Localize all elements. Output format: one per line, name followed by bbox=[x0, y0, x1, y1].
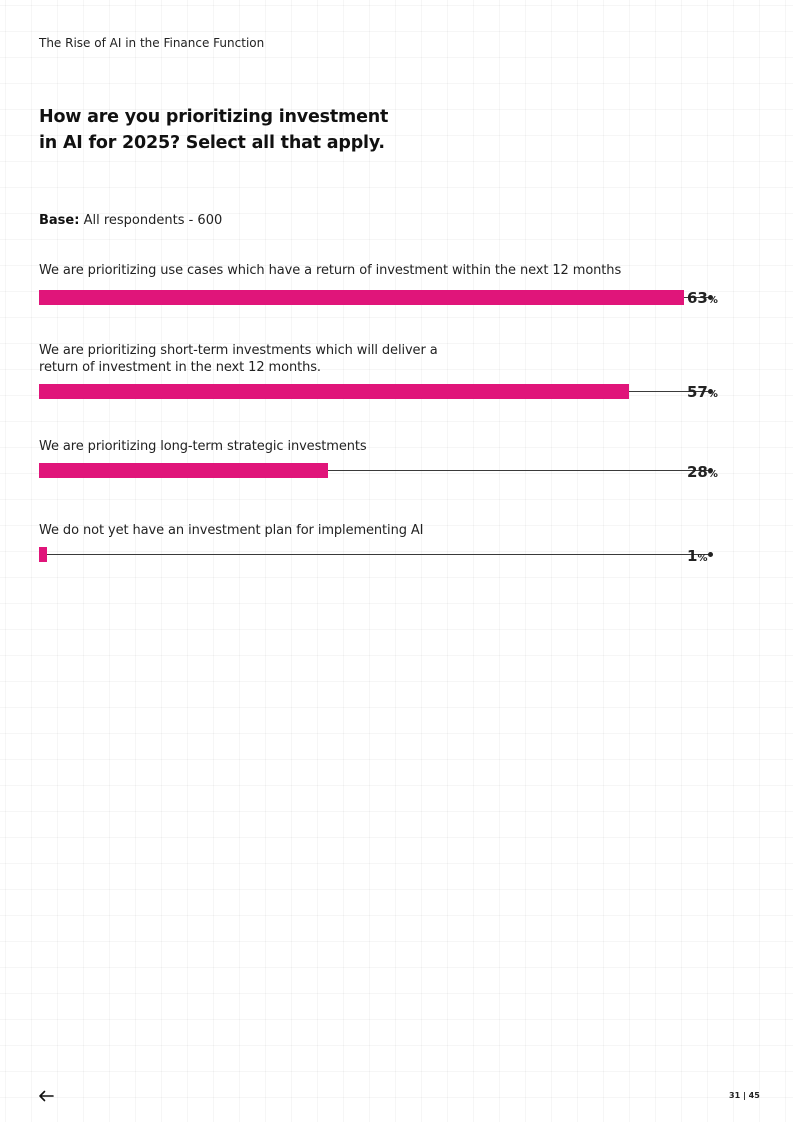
chart-item: We are prioritizing short-term investmen… bbox=[39, 342, 779, 376]
chart-item: We are prioritizing use cases which have… bbox=[39, 262, 779, 279]
question-title: How are you prioritizing investment in A… bbox=[39, 107, 389, 153]
chart-item: We are prioritizing long-term strategic … bbox=[39, 438, 779, 455]
item-label: We do not yet have an investment plan fo… bbox=[39, 523, 424, 538]
track-line bbox=[39, 470, 711, 471]
bar bbox=[39, 290, 684, 305]
bar-track bbox=[39, 290, 713, 305]
chart-item: We do not yet have an investment plan fo… bbox=[39, 522, 779, 539]
value-label: 63% bbox=[687, 289, 718, 307]
page-separator: | bbox=[742, 1091, 746, 1100]
page-number: 31 | 45 bbox=[729, 1091, 760, 1100]
value-label: 1% bbox=[687, 547, 707, 565]
track-end-dot bbox=[708, 468, 713, 473]
bar bbox=[39, 384, 629, 399]
track-end-dot bbox=[708, 552, 713, 557]
bar-track bbox=[39, 384, 713, 399]
item-label: We are prioritizing use cases which have… bbox=[39, 263, 622, 278]
track-end-dot bbox=[708, 389, 713, 394]
value-label: 28% bbox=[687, 463, 718, 481]
bar bbox=[39, 547, 47, 562]
value-number: 1 bbox=[687, 547, 698, 565]
running-header-title: The Rise of AI in the Finance Function bbox=[39, 36, 265, 50]
item-label-line1: We are prioritizing short-term investmen… bbox=[39, 343, 438, 358]
page-total: 45 bbox=[748, 1091, 760, 1100]
bar bbox=[39, 463, 328, 478]
base-note: Base: All respondents - 600 bbox=[39, 213, 222, 228]
track-line bbox=[39, 554, 711, 555]
percent-sign: % bbox=[697, 553, 708, 564]
value-number: 28 bbox=[687, 463, 708, 481]
item-label: We are prioritizing long-term strategic … bbox=[39, 439, 367, 454]
page-current: 31 bbox=[729, 1091, 741, 1100]
back-arrow-icon[interactable] bbox=[38, 1087, 54, 1102]
value-number: 63 bbox=[687, 289, 708, 307]
percent-sign: % bbox=[707, 469, 718, 480]
value-number: 57 bbox=[687, 383, 708, 401]
value-label: 57% bbox=[687, 383, 718, 401]
base-text: All respondents - 600 bbox=[83, 213, 223, 228]
base-label: Base: bbox=[39, 213, 80, 228]
item-label-line2: return of investment in the next 12 mont… bbox=[39, 360, 321, 375]
bar-track bbox=[39, 463, 713, 478]
track-end-dot bbox=[708, 295, 713, 300]
percent-sign: % bbox=[707, 295, 718, 306]
bar-track bbox=[39, 547, 713, 562]
percent-sign: % bbox=[707, 389, 718, 400]
